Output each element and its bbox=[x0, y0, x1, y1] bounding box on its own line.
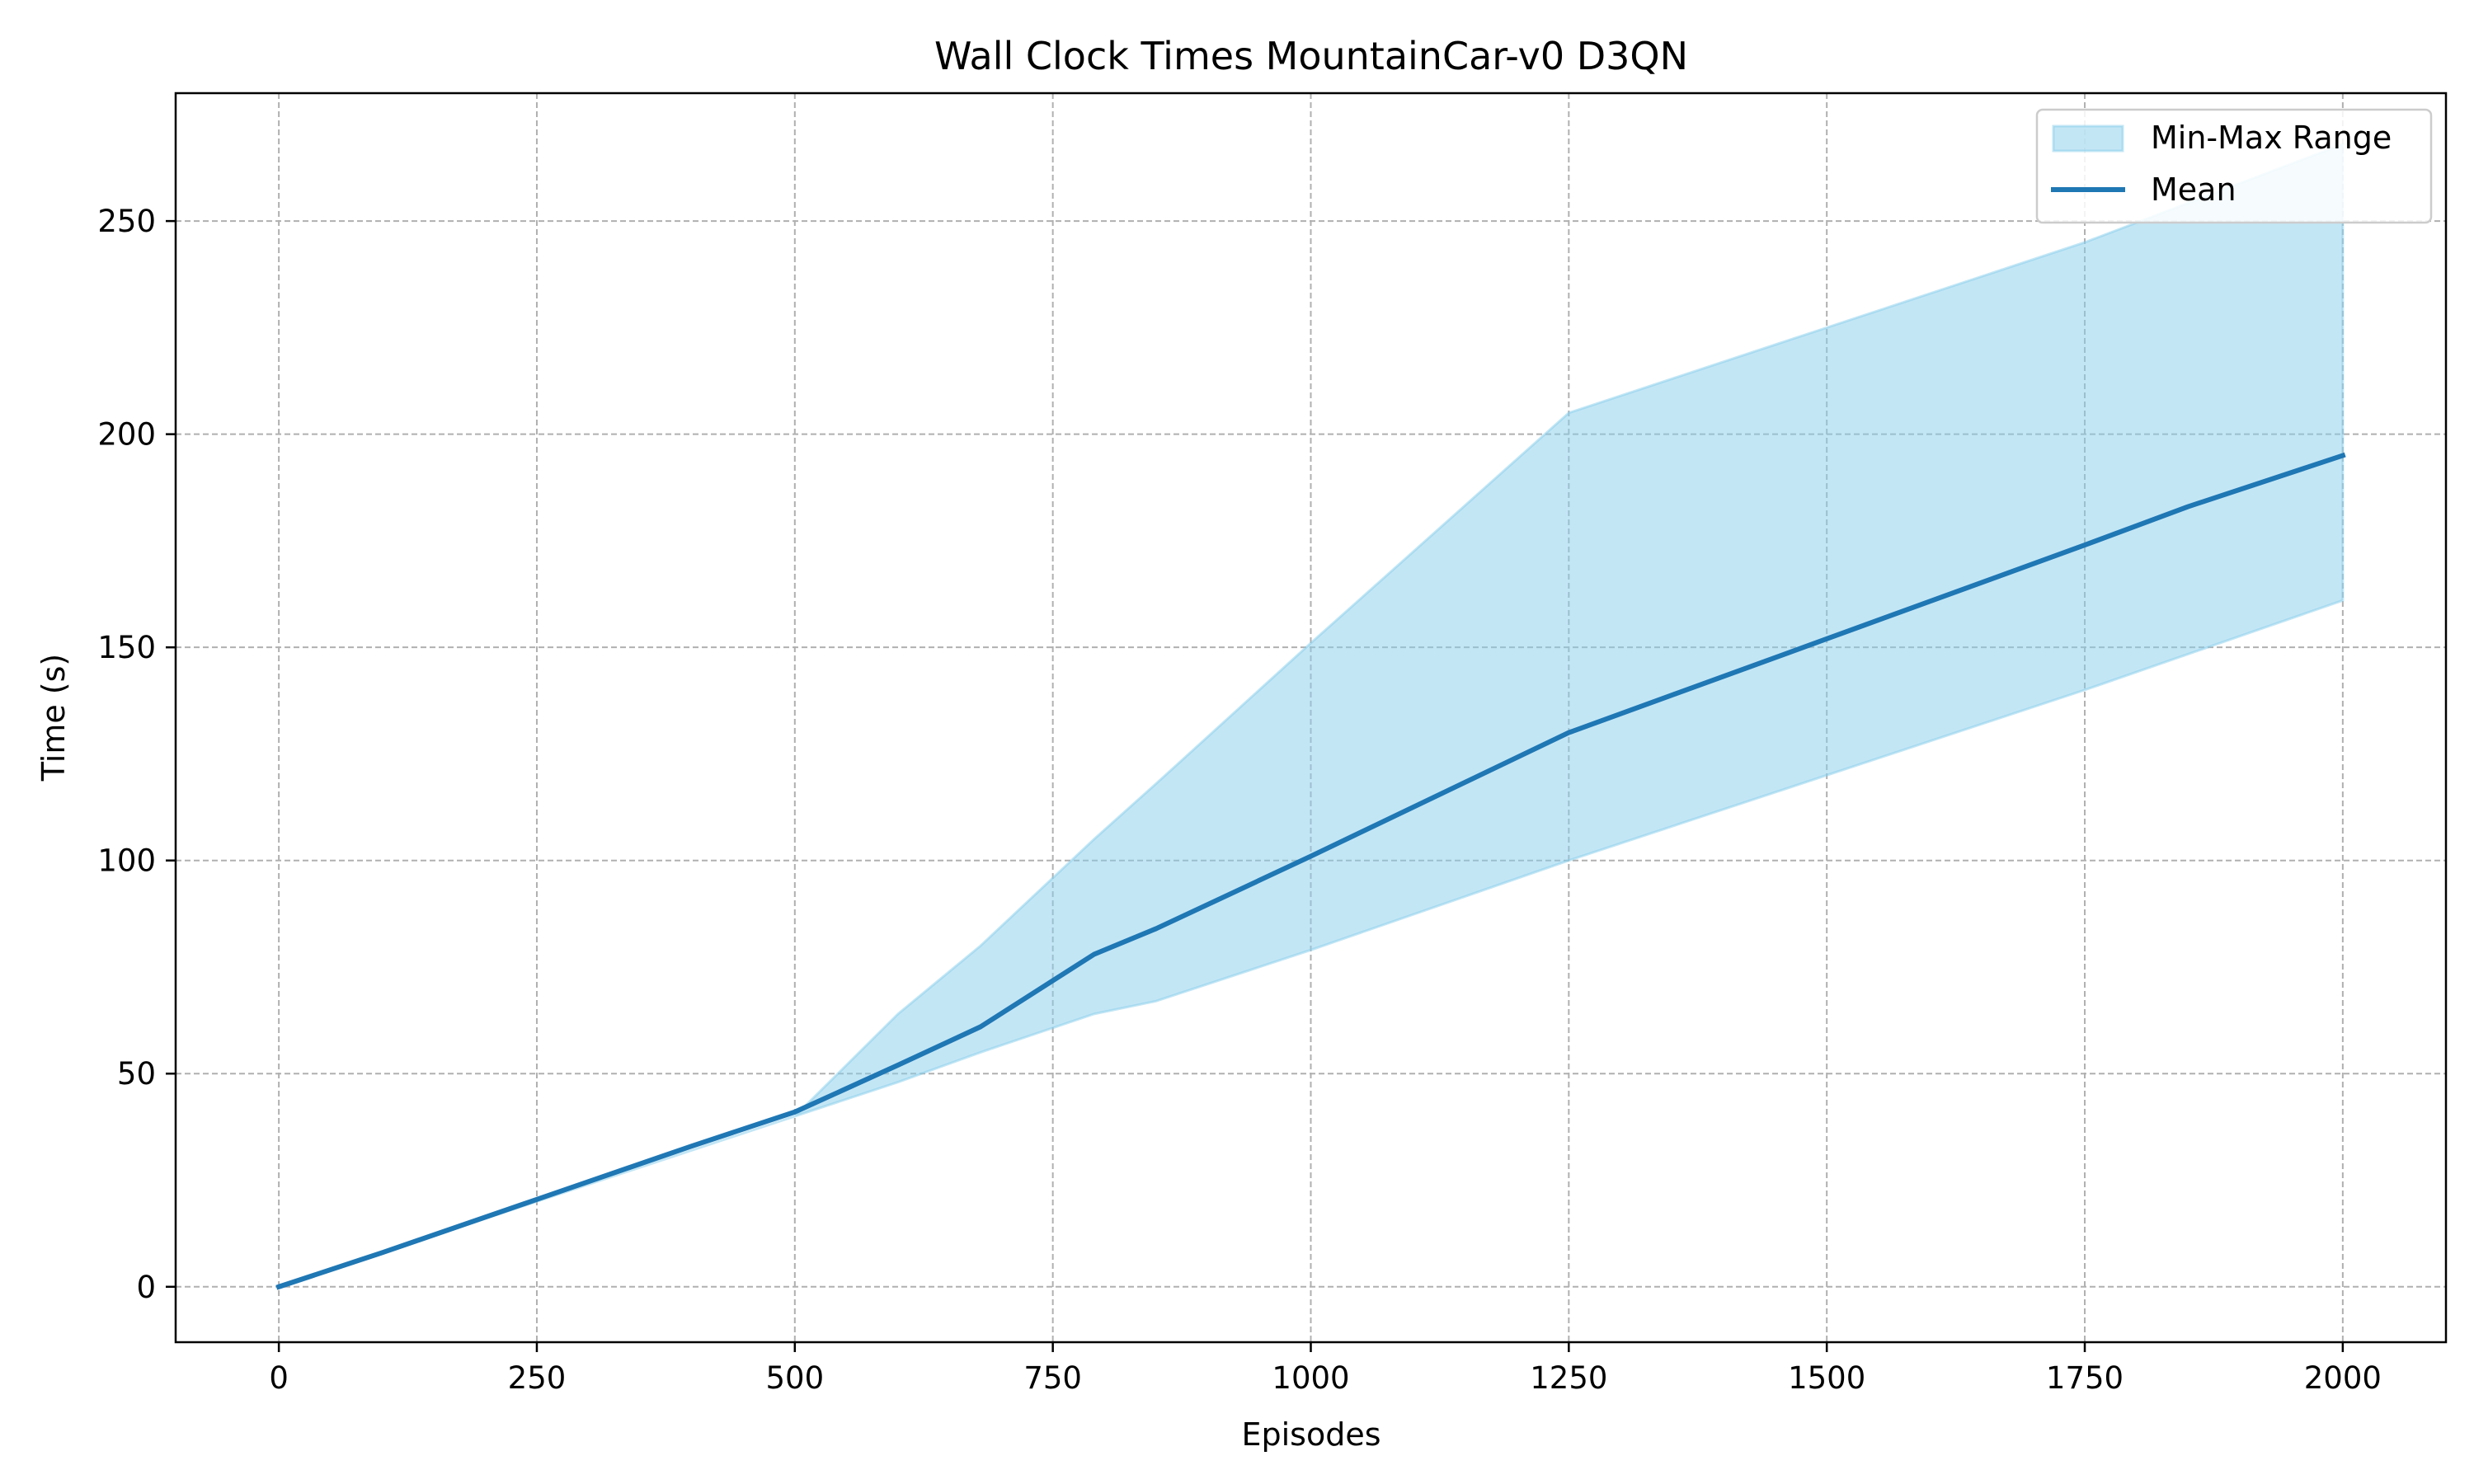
y-tick-label: 0 bbox=[136, 1270, 156, 1305]
x-tick-label: 0 bbox=[269, 1360, 289, 1396]
legend-band-swatch bbox=[2052, 124, 2124, 153]
x-tick-label: 250 bbox=[508, 1360, 567, 1396]
y-tick-label: 50 bbox=[117, 1056, 156, 1092]
y-tick-label: 200 bbox=[97, 417, 156, 453]
x-tick-label: 2000 bbox=[2304, 1360, 2382, 1396]
x-tick-label: 1750 bbox=[2046, 1360, 2124, 1396]
min-max-range-band bbox=[278, 142, 2345, 1289]
y-tick-label: 150 bbox=[97, 630, 156, 665]
x-axis-ticks: 0 250 500 750 1000 1250 1500 1750 2000 bbox=[269, 1342, 2382, 1396]
y-axis-label: Time (s) bbox=[35, 654, 72, 782]
mean-line bbox=[275, 452, 2346, 1290]
legend-label-band: Min-Max Range bbox=[2151, 120, 2392, 156]
x-tick-label: 1500 bbox=[1788, 1360, 1865, 1396]
x-tick-label: 500 bbox=[766, 1360, 825, 1396]
legend-label-mean: Mean bbox=[2151, 171, 2236, 208]
series-layer bbox=[275, 452, 2346, 1290]
y-tick-label: 250 bbox=[97, 204, 156, 239]
chart-title: Wall Clock Times MountainCar-v0 D3QN bbox=[934, 34, 1688, 78]
x-tick-label: 750 bbox=[1023, 1360, 1082, 1396]
y-axis-ticks: 0 50 100 150 200 250 bbox=[97, 204, 176, 1305]
min-max-band-layer bbox=[278, 142, 2345, 1289]
legend: Min-Max Range Mean bbox=[2035, 108, 2433, 224]
legend-box bbox=[2035, 108, 2433, 224]
x-tick-label: 1250 bbox=[1530, 1360, 1607, 1396]
x-axis-label: Episodes bbox=[1241, 1416, 1380, 1453]
y-tick-label: 100 bbox=[97, 843, 156, 879]
x-tick-label: 1000 bbox=[1272, 1360, 1349, 1396]
